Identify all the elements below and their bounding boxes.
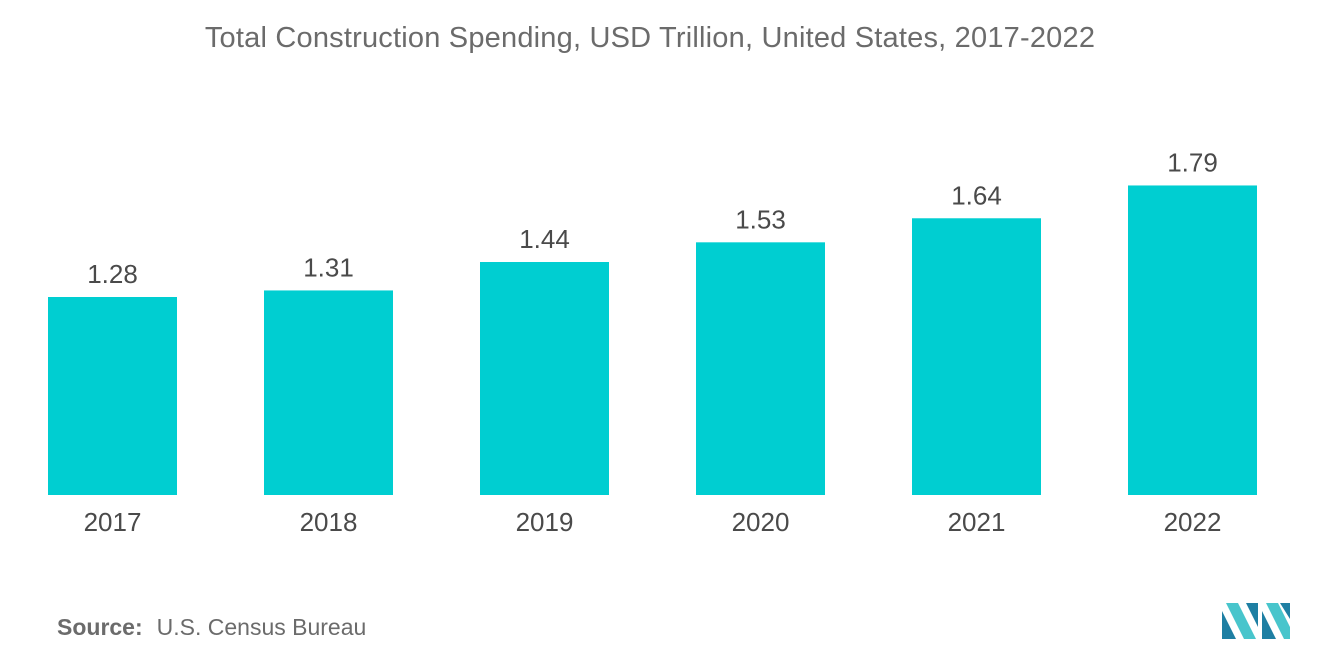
bar-value-label-2017: 1.28 [87,259,138,289]
x-tick-label-2017: 2017 [84,507,142,537]
x-tick-label-2018: 2018 [300,507,358,537]
bar-value-label-2022: 1.79 [1167,147,1218,177]
bars-group [48,185,1257,495]
value-labels-group: 1.28 1.31 1.44 1.53 1.64 1.79 [87,147,1218,289]
bar-2022 [1128,185,1257,495]
bar-2018 [264,290,393,495]
bar-2017 [48,297,177,495]
bar-2019 [480,262,609,495]
bar-chart: 1.28 1.31 1.44 1.53 1.64 1.79 2017 2018 2019 202… [48,147,1257,537]
x-tick-label-2021: 2021 [948,507,1006,537]
x-tick-label-2019: 2019 [516,507,574,537]
bar-2020 [696,242,825,495]
bar-value-label-2020: 1.53 [735,204,786,234]
source-text: U.S. Census Bureau [156,614,367,640]
chart-title: Total Construction Spending, USD Trillio… [204,22,1096,54]
bar-2021 [912,218,1041,495]
source-label: Source: [57,614,143,640]
bar-value-label-2019: 1.44 [519,224,570,254]
bar-value-label-2018: 1.31 [303,252,354,282]
x-tick-label-2020: 2020 [732,507,790,537]
x-axis-tick-labels: 2017 2018 2019 2020 2021 2022 [84,507,1222,537]
bar-value-label-2021: 1.64 [951,180,1002,210]
source-note: Source: U.S. Census Bureau [57,614,366,641]
mordor-intelligence-logo-icon [1222,603,1290,639]
x-tick-label-2022: 2022 [1164,507,1222,537]
